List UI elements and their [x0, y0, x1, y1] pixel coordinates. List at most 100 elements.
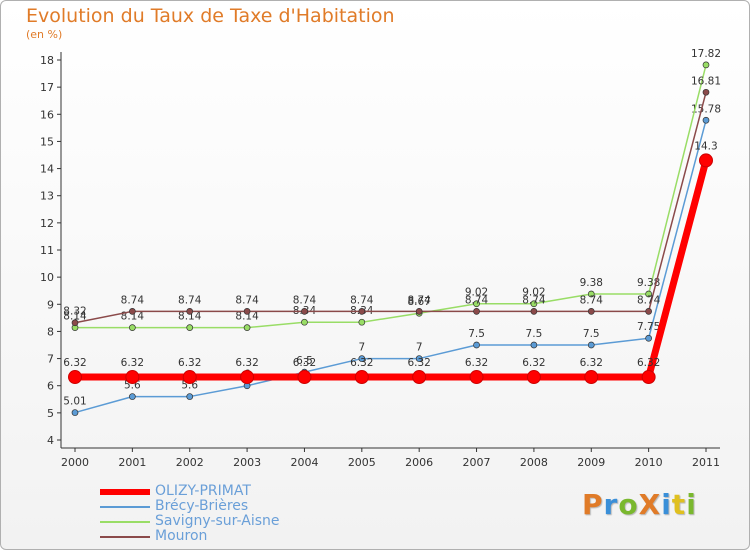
y-tick-label: 16	[40, 108, 54, 121]
data-point	[240, 370, 255, 385]
data-point	[129, 307, 136, 315]
data-label: 7.5	[468, 328, 485, 340]
x-tick-label: 2009	[577, 456, 605, 469]
data-label: 8.74	[178, 294, 202, 306]
data-label: 6.32	[63, 357, 86, 369]
data-label: 6.32	[407, 357, 430, 369]
data-point	[354, 370, 369, 385]
data-label: 8.14	[178, 311, 202, 323]
y-tick-label: 9	[47, 298, 54, 311]
logo-letter: i	[661, 488, 672, 521]
data-point	[301, 307, 308, 315]
data-point	[71, 319, 79, 327]
x-tick-label: 2010	[635, 456, 663, 469]
data-label: 6.5	[296, 355, 313, 367]
legend-label: Brécy-Brières	[155, 498, 249, 514]
data-label: 6.32	[178, 357, 201, 369]
data-point	[125, 370, 140, 385]
x-tick-label: 2001	[118, 456, 146, 469]
legend-swatch	[100, 489, 150, 495]
data-point	[301, 318, 308, 326]
chart-title: Evolution du Taux de Taxe d'Habitation	[26, 5, 395, 27]
x-tick-label: 2003	[233, 456, 261, 469]
legend-swatch	[100, 536, 150, 538]
x-tick-label: 2006	[405, 456, 433, 469]
x-tick-label: 2005	[348, 456, 376, 469]
legend-swatch	[100, 506, 150, 508]
data-point	[645, 290, 652, 298]
data-point	[473, 307, 480, 315]
logo-letter: P	[582, 488, 604, 521]
data-point	[530, 300, 538, 308]
data-label: 15.78	[691, 103, 721, 115]
data-label: 7	[358, 342, 365, 354]
legend-swatch	[100, 521, 150, 523]
logo-letter: i	[686, 488, 697, 521]
series-line	[75, 64, 707, 329]
data-label: 6.32	[637, 357, 660, 369]
data-label: 8.74	[293, 294, 317, 306]
data-label: 6.32	[121, 357, 144, 369]
data-label: 8.74	[580, 294, 604, 306]
logo-letter: o	[618, 488, 639, 521]
data-point	[702, 88, 710, 96]
data-label: 8.74	[350, 294, 374, 306]
data-label: 7.5	[526, 328, 543, 340]
proxiti-logo: ProXiti	[582, 488, 697, 521]
data-point	[473, 341, 480, 349]
data-point	[297, 370, 312, 385]
data-point	[182, 370, 197, 385]
x-tick-label: 2007	[463, 456, 491, 469]
data-label: 6.32	[293, 357, 316, 369]
data-label: 8.14	[121, 311, 145, 323]
data-label: 9.38	[637, 277, 660, 289]
data-label: 6.32	[350, 357, 373, 369]
data-point	[699, 153, 713, 168]
data-point	[243, 307, 251, 315]
y-tick-label: 8	[47, 325, 54, 338]
y-tick-label: 18	[40, 54, 54, 67]
data-label: 9.02	[465, 287, 488, 299]
data-label: 6.32	[235, 357, 258, 369]
data-point	[587, 290, 595, 298]
data-point	[412, 370, 427, 385]
data-label: 8.74	[407, 294, 431, 306]
data-point	[415, 307, 423, 315]
data-label: 7	[416, 342, 423, 354]
y-tick-label: 7	[47, 353, 54, 366]
chart-subtitle: (en %)	[26, 28, 63, 41]
series-line	[74, 92, 707, 324]
data-label: 8.14	[63, 311, 87, 323]
data-label: 8.32	[63, 306, 86, 318]
y-tick-label: 4	[47, 434, 54, 447]
data-label: 9.38	[580, 277, 603, 289]
series-line	[75, 159, 710, 381]
data-point	[645, 307, 652, 315]
data-point	[584, 370, 599, 385]
logo-letter: t	[671, 488, 687, 521]
data-point	[530, 307, 538, 315]
x-tick-label: 2004	[290, 456, 318, 469]
data-point	[186, 324, 194, 331]
data-label: 8.74	[235, 294, 259, 306]
data-point	[526, 370, 541, 385]
data-point	[129, 393, 136, 400]
data-point	[358, 318, 366, 326]
data-label: 16.81	[691, 75, 721, 87]
y-tick-label: 12	[40, 217, 54, 230]
data-point	[243, 324, 251, 331]
y-tick-label: 15	[40, 135, 54, 148]
data-label: 8.74	[637, 294, 661, 306]
y-tick-label: 17	[40, 81, 54, 94]
data-point	[530, 341, 538, 349]
series-line	[74, 120, 707, 414]
data-point	[587, 341, 595, 349]
data-label: 7.75	[637, 321, 660, 333]
legend-label: Savigny-sur-Aisne	[155, 513, 280, 529]
data-label: 7.5	[583, 328, 600, 340]
legend-label: OLIZY-PRIMAT	[155, 483, 251, 499]
data-point	[587, 307, 595, 315]
data-label: 8.14	[235, 311, 259, 323]
